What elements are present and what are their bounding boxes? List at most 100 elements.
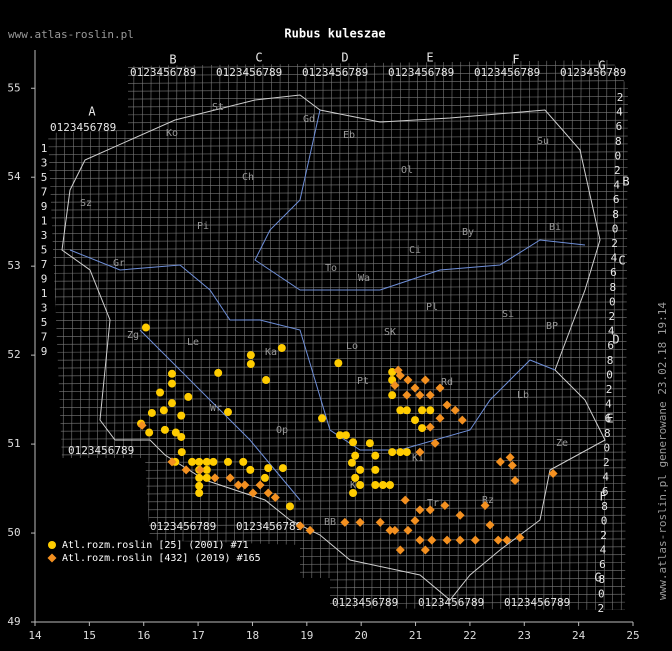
- record-point: [340, 517, 350, 527]
- record-point: [209, 457, 218, 466]
- row-digit: 2: [617, 91, 624, 104]
- grid-cell-line: [48, 609, 628, 610]
- grid-cell-line: [48, 104, 628, 108]
- grid-cell-line: [48, 396, 628, 401]
- record-point: [177, 411, 186, 420]
- grid-cell-line: [534, 60, 539, 610]
- region-code: Bi: [549, 222, 561, 233]
- record-point: [351, 473, 360, 482]
- region-code: Lb: [517, 390, 529, 401]
- grid-cell-line: [48, 269, 628, 274]
- row-digit: 2: [597, 602, 604, 615]
- record-point: [156, 388, 165, 397]
- grid-digits: 0123456789: [504, 596, 570, 609]
- row-digit: 4: [611, 252, 618, 265]
- record-point: [426, 406, 435, 415]
- record-point: [396, 448, 405, 457]
- record-point: [223, 408, 232, 417]
- record-point: [255, 480, 265, 490]
- record-point: [403, 525, 413, 535]
- y-tick-label: 52: [7, 348, 20, 361]
- grid-cell-line: [48, 293, 628, 298]
- record-point: [455, 510, 465, 520]
- record-point: [442, 535, 452, 545]
- grid-cell-line: [48, 72, 628, 77]
- row-digit: 3: [41, 157, 48, 170]
- region-code: Lo: [346, 341, 358, 352]
- region-code: Pl: [426, 302, 438, 313]
- grid-cell-line: [620, 60, 625, 610]
- row-digit: 4: [600, 544, 607, 557]
- record-point: [349, 438, 358, 447]
- grid-cell-line: [423, 60, 427, 610]
- region-code: Si: [502, 309, 514, 320]
- row-digit: 4: [616, 106, 623, 119]
- record-point: [390, 525, 400, 535]
- grid-cell-line: [48, 285, 628, 290]
- row-digit: 0: [612, 222, 619, 235]
- x-tick-label: 14: [28, 629, 42, 642]
- record-point: [495, 457, 505, 467]
- grid-cell-line: [397, 60, 401, 610]
- grid-cell-line: [466, 60, 470, 610]
- record-point: [411, 416, 420, 425]
- y-tick-label: 54: [7, 170, 21, 183]
- river: [139, 329, 301, 501]
- grid-cell-line: [474, 60, 479, 610]
- grid-cell-line: [48, 135, 628, 140]
- grid-cell-line: [48, 348, 628, 353]
- record-point: [246, 360, 255, 369]
- grid-digits: 0123456789: [50, 121, 116, 134]
- x-tick-label: 18: [246, 629, 259, 642]
- record-point: [214, 368, 223, 377]
- row-digit: 8: [604, 427, 611, 440]
- grid-cell-line: [612, 60, 616, 610]
- record-point: [240, 480, 250, 490]
- grid-letter: B: [169, 53, 176, 67]
- grid-letter: C: [255, 51, 262, 65]
- grid-digits: 0123456789: [216, 66, 282, 79]
- row-digit: 0: [601, 514, 608, 527]
- row-digit: 4: [602, 471, 609, 484]
- record-point: [177, 432, 186, 441]
- record-point: [388, 448, 397, 457]
- grid-cell-line: [448, 60, 453, 610]
- record-point: [223, 457, 232, 466]
- record-point: [375, 517, 385, 527]
- row-digit: 6: [607, 339, 614, 352]
- grid-cell-line: [526, 60, 530, 610]
- record-point: [470, 535, 480, 545]
- record-point: [202, 473, 211, 482]
- x-tick-label: 23: [518, 629, 531, 642]
- region-code: Wa: [358, 273, 370, 284]
- record-point: [147, 408, 156, 417]
- record-point: [548, 468, 558, 478]
- region-code: Eb: [343, 130, 355, 141]
- record-point: [425, 390, 435, 400]
- record-point: [415, 447, 425, 457]
- grid-cell-line: [48, 60, 628, 61]
- grid-digits: 0123456789: [474, 66, 540, 79]
- grid-cell-line: [48, 198, 628, 203]
- grid-cell-line: [48, 325, 628, 329]
- grid-cell-line: [216, 60, 221, 610]
- y-tick-label: 53: [7, 259, 20, 272]
- record-point: [195, 457, 204, 466]
- grid-letter: D: [612, 333, 619, 347]
- record-point: [430, 438, 440, 448]
- region-code: Le: [187, 337, 199, 348]
- grid-cell-line: [595, 60, 599, 610]
- record-point: [285, 502, 294, 511]
- grid-cell-line: [560, 60, 565, 610]
- record-point: [378, 481, 387, 490]
- row-digit: 4: [608, 325, 615, 338]
- record-point: [246, 465, 255, 474]
- region-code: By: [462, 227, 474, 238]
- record-point: [403, 375, 413, 385]
- row-digit: 6: [616, 120, 623, 133]
- record-point: [390, 380, 400, 390]
- x-tick-label: 25: [626, 629, 639, 642]
- record-point: [356, 465, 365, 474]
- region-code: BP: [546, 321, 558, 332]
- grid-cell-line: [242, 60, 247, 610]
